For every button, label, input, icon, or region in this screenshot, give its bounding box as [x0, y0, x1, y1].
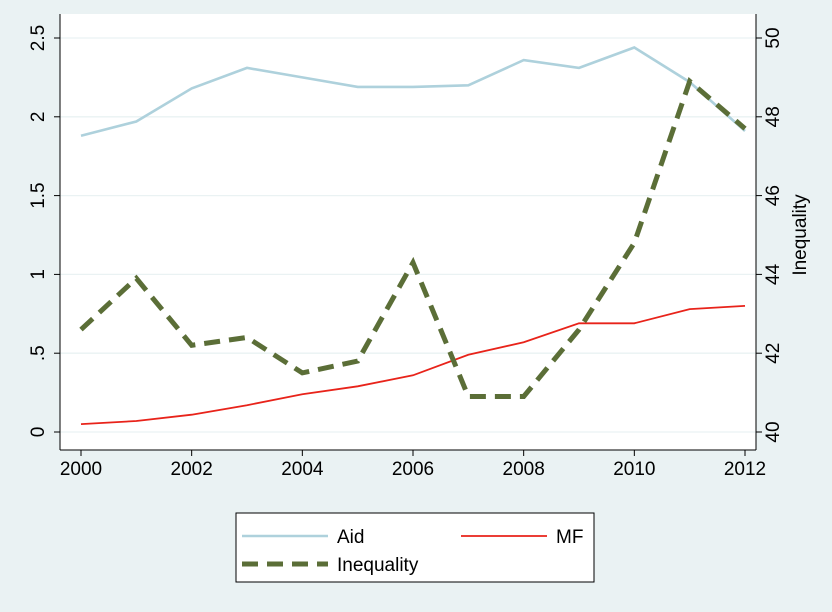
x-tick-label: 2000 — [60, 459, 102, 480]
x-tick-label: 2012 — [724, 459, 766, 480]
legend-label-aid: Aid — [337, 527, 364, 548]
y-right-tick-label: 42 — [763, 343, 784, 364]
y-left-tick-label: 0 — [28, 427, 49, 438]
y-right-axis-title: Inequality — [790, 194, 811, 276]
y-left-tick-label: 1 — [28, 269, 49, 280]
y-left-tick-label: 2 — [28, 112, 49, 123]
x-tick-label: 2002 — [171, 459, 213, 480]
legend-label-mf: MF — [556, 527, 583, 548]
y-left-tick-label: .5 — [28, 345, 49, 361]
y-right-tick-label: 46 — [763, 185, 784, 206]
x-tick-label: 2006 — [392, 459, 434, 480]
legend: Aid MF Inequality — [242, 527, 583, 576]
series-line-aid — [80, 46, 746, 137]
plot-area — [60, 14, 756, 450]
series-layer — [79, 46, 747, 425]
x-tick-label: 2010 — [613, 459, 655, 480]
y-left-tick-label: 1.5 — [28, 182, 49, 208]
legend-label-inequality: Inequality — [337, 555, 419, 576]
y-right-tick-label: 40 — [763, 421, 784, 442]
y-right-tick-label: 48 — [763, 106, 784, 127]
y-right-tick-label: 50 — [763, 27, 784, 48]
y-left-tick-label: 2.5 — [28, 25, 49, 51]
legend-box — [235, 512, 595, 583]
x-tick-label: 2004 — [281, 459, 324, 480]
series-line-mf — [80, 305, 746, 425]
series-line-inequality — [79, 77, 747, 399]
y-right-tick-label: 44 — [763, 263, 784, 285]
x-tick-label: 2008 — [503, 459, 545, 480]
axis-layer: 0 .5 1 1.5 2 2.5 40 42 44 46 48 50 Inequality 2000 200… — [28, 14, 811, 480]
